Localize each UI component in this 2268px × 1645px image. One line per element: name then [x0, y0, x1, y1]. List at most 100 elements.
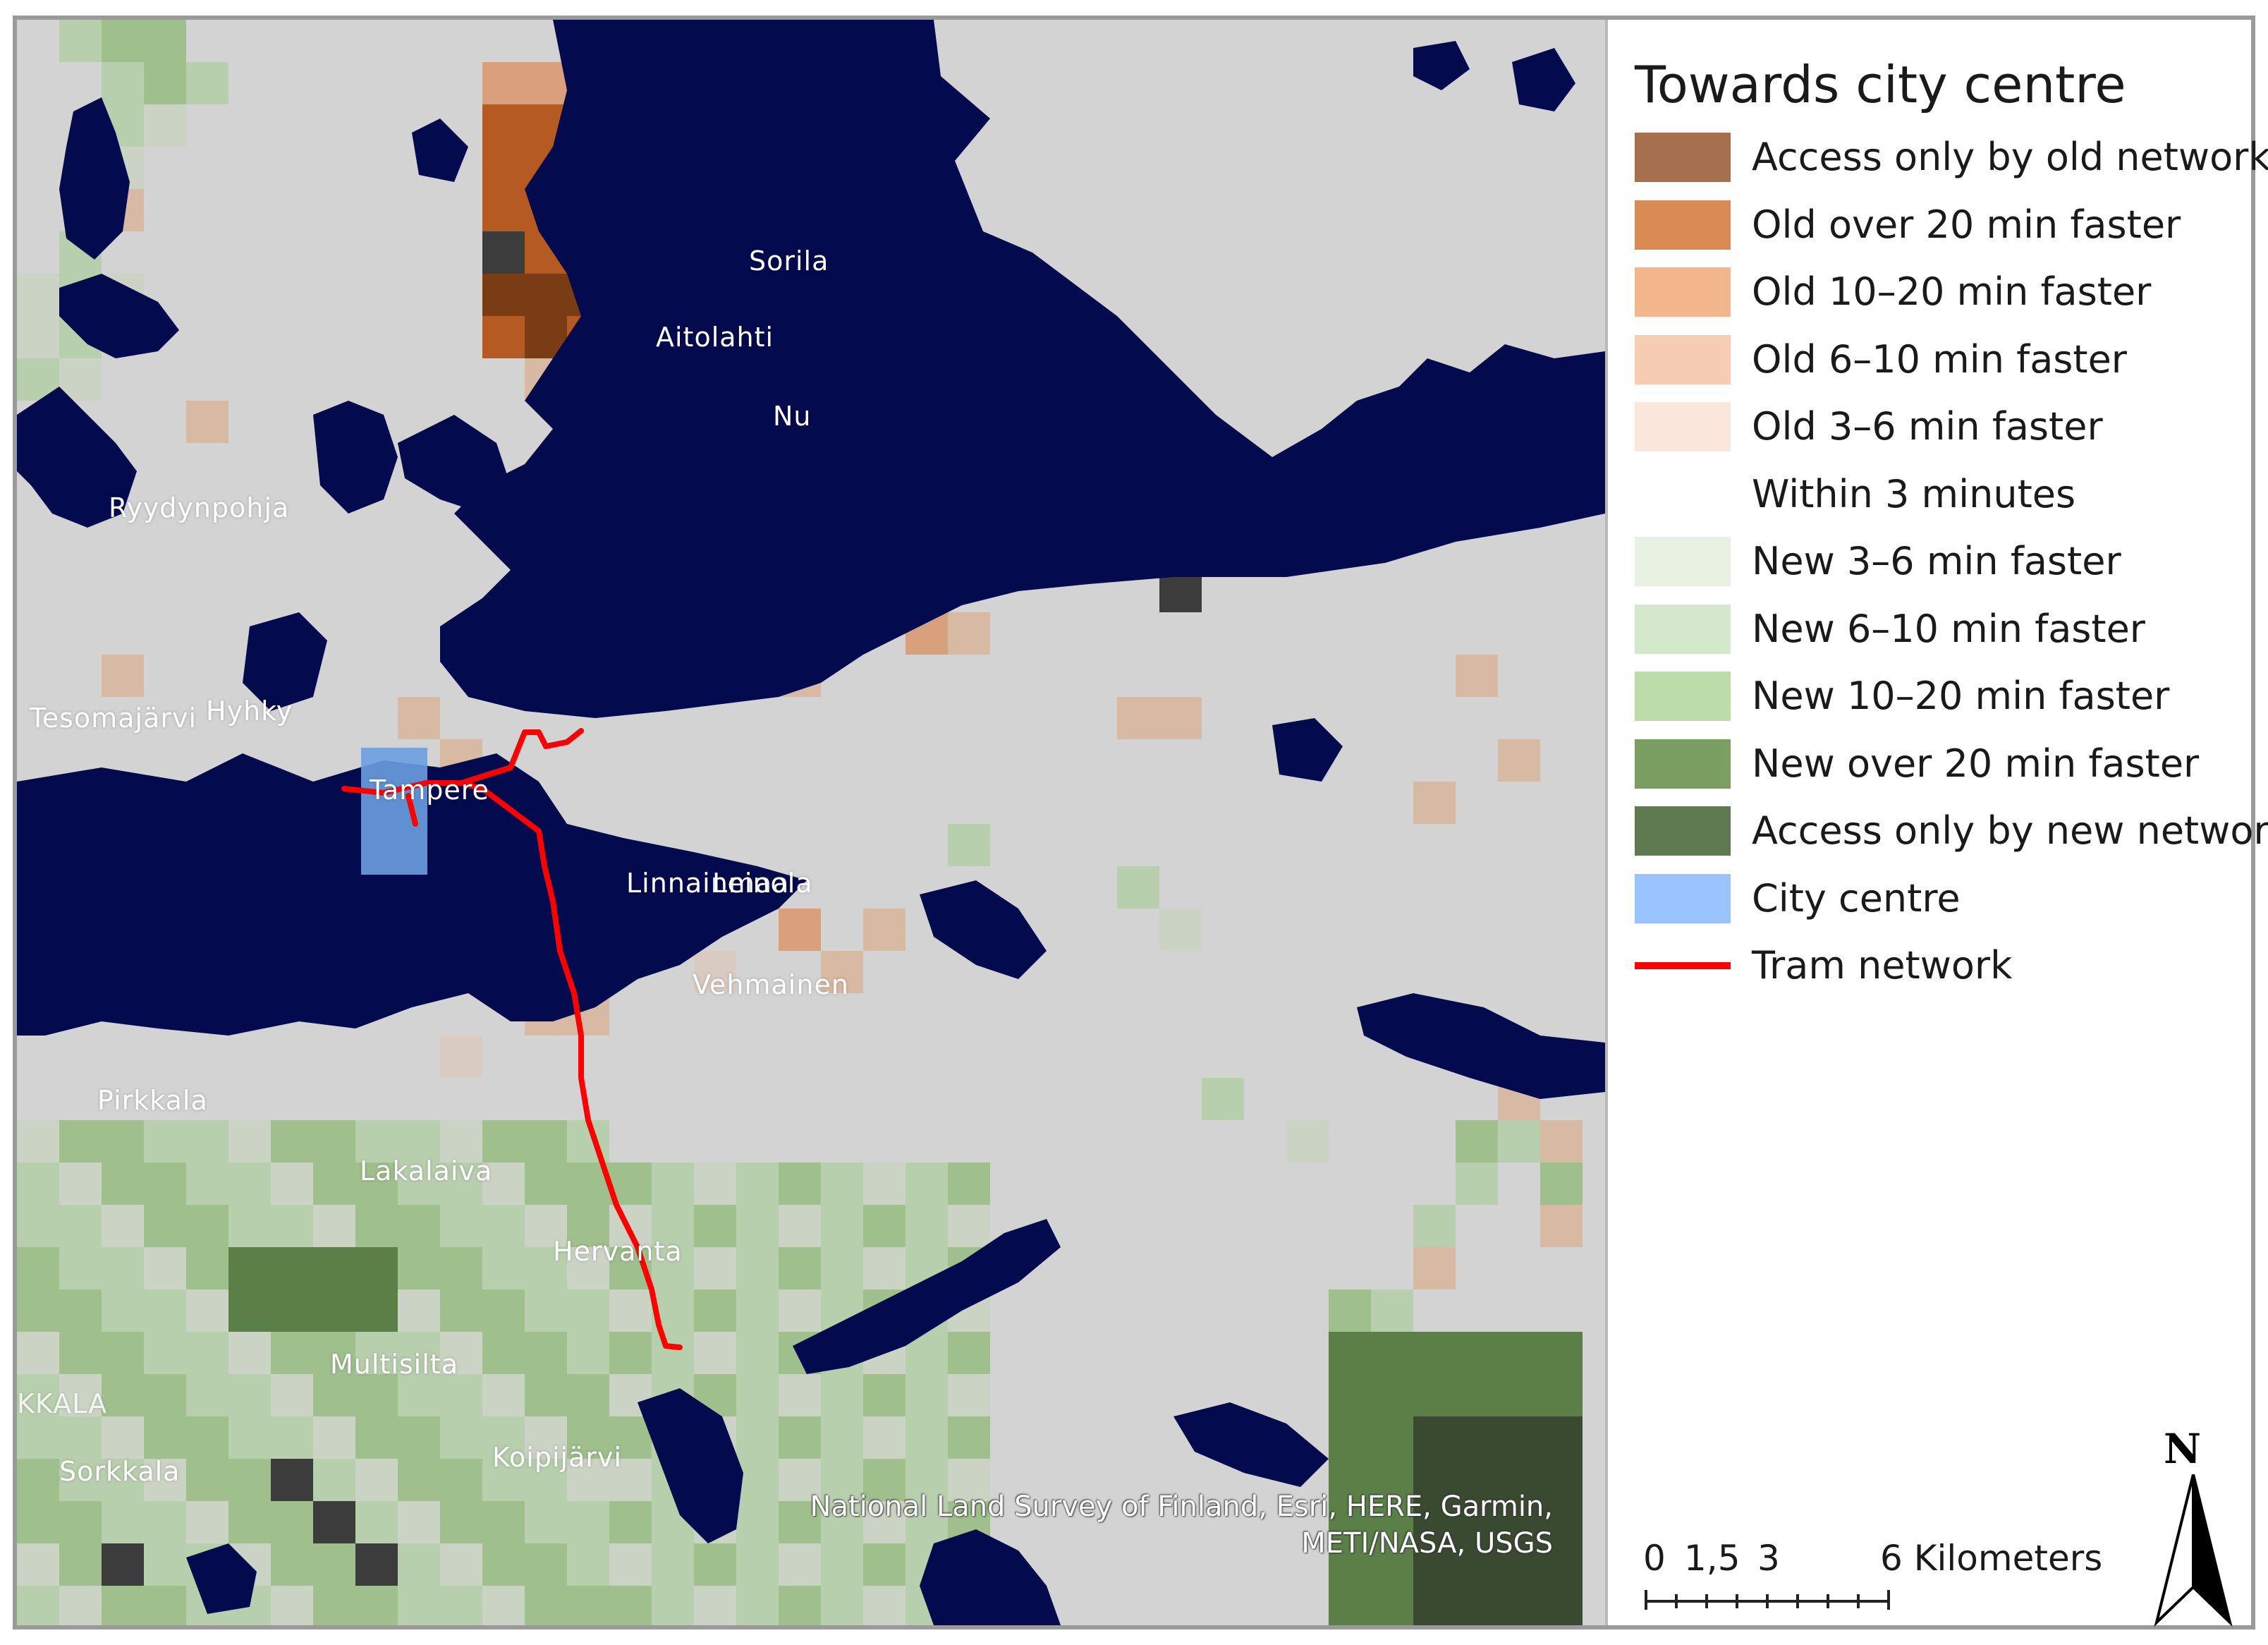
grid-cell — [525, 1332, 567, 1374]
grid-cell — [1456, 1416, 1498, 1459]
grid-cell — [102, 20, 144, 62]
grid-cell — [1456, 1586, 1498, 1625]
grid-cell — [17, 1374, 59, 1416]
grid-cell — [313, 1416, 355, 1459]
grid-cell — [652, 1205, 694, 1247]
grid-cell — [609, 1416, 652, 1459]
legend-label: Within 3 minutes — [1752, 471, 2076, 516]
place-label-nu: Nu — [773, 401, 812, 432]
grid-cell — [228, 1163, 271, 1205]
place-label-sorila: Sorila — [749, 245, 829, 277]
lake-south-c — [1173, 1402, 1329, 1487]
grid-cell — [144, 1332, 186, 1374]
grid-cell — [186, 1205, 228, 1247]
grid-cell — [355, 1416, 398, 1459]
grid-cell — [398, 1289, 440, 1332]
grid-cell — [59, 1543, 102, 1586]
grid-cell — [398, 1416, 440, 1459]
grid-cell — [1286, 1120, 1329, 1163]
grid-cell — [355, 1586, 398, 1625]
grid-cell — [398, 1247, 440, 1289]
place-label-hyhky: Hyhky — [206, 696, 293, 727]
lake-south-d — [186, 1543, 257, 1614]
grid-cell — [440, 1163, 482, 1205]
grid-cell — [567, 1289, 609, 1332]
grid-cell — [906, 1374, 948, 1416]
grid-cell — [525, 1374, 567, 1416]
grid-cell — [1540, 1543, 1583, 1586]
attribution-line-1: National Land Survey of Finland, Esri, H… — [810, 1491, 1553, 1523]
grid-cell — [525, 1247, 567, 1289]
legend-item: Old 10–20 min faster — [1635, 267, 2241, 317]
grid-cell — [398, 697, 440, 739]
grid-cell — [1371, 1543, 1413, 1586]
grid-cell — [906, 1163, 948, 1205]
tram-line-east — [458, 728, 584, 786]
lake-west-a — [59, 97, 130, 260]
grid-cell — [1456, 1501, 1498, 1543]
grid-cell — [271, 1374, 313, 1416]
grid-cell — [736, 1289, 779, 1332]
legend-swatch — [1635, 402, 1731, 451]
grid-cell — [482, 1543, 525, 1586]
grid-cell — [355, 1205, 398, 1247]
tram-line-main — [341, 780, 683, 1350]
grid-cell — [1498, 1374, 1540, 1416]
grid-cell — [906, 1459, 948, 1501]
grid-cell — [863, 1459, 906, 1501]
place-label-pirkkala: Pirkkala — [97, 1085, 208, 1116]
legend-item: New 10–20 min faster — [1635, 672, 2241, 721]
grid-cell — [1329, 1332, 1371, 1374]
water-bodies — [17, 20, 1605, 1625]
grid-cell — [736, 1543, 779, 1586]
map-canvas[interactable]: Sorila Aitolahti Nu Ryydynpohja Tesomajä… — [17, 20, 1605, 1625]
grid-cell — [1413, 1332, 1456, 1374]
grid-cell — [440, 1374, 482, 1416]
grid-cell — [1456, 1459, 1498, 1501]
grid-cell — [398, 1543, 440, 1586]
grid-cell — [1329, 1416, 1371, 1459]
grid-cell — [609, 1289, 652, 1332]
place-label-lakalaiva: Lakalaiva — [360, 1155, 493, 1186]
grid-cell — [440, 1247, 482, 1289]
grid-cell — [948, 1374, 990, 1416]
grid-cell — [948, 1416, 990, 1459]
grid-cell — [228, 1205, 271, 1247]
grid-cell — [1456, 655, 1498, 697]
grid-cell — [1413, 1586, 1456, 1625]
grid-cell — [525, 1501, 567, 1543]
grid-cell — [1498, 1120, 1540, 1163]
legend-swatch — [1635, 806, 1731, 856]
lake-mid-b — [313, 401, 398, 514]
legend-item: Old 6–10 min faster — [1635, 334, 2241, 384]
legend-swatch — [1635, 739, 1731, 789]
grid-cell — [59, 1586, 102, 1625]
grid-cell — [1329, 1586, 1371, 1625]
grid-cell — [779, 909, 821, 951]
grid-cell — [186, 1289, 228, 1332]
legend-label: Tram network — [1752, 943, 2013, 988]
grid-cell — [59, 1289, 102, 1332]
legend-label: Old 10–20 min faster — [1752, 269, 2152, 314]
grid-cell — [144, 104, 186, 147]
grid-cell — [102, 1374, 144, 1416]
grid-cell — [1413, 1374, 1456, 1416]
grid-cell — [144, 1586, 186, 1625]
grid-cell — [186, 1247, 228, 1289]
grid-cell — [779, 1586, 821, 1625]
grid-cell — [1371, 1416, 1413, 1459]
grid-cell — [1498, 1586, 1540, 1625]
grid-cell — [17, 1543, 59, 1586]
grid-cell — [863, 1205, 906, 1247]
grid-cell — [228, 1332, 271, 1374]
grid-cell — [1413, 1247, 1456, 1289]
grid-cell — [271, 1416, 313, 1459]
lake-mid-a — [243, 612, 327, 711]
legend-label: New 10–20 min faster — [1752, 674, 2170, 718]
grid-cell — [271, 1163, 313, 1205]
legend-label: Old 6–10 min faster — [1752, 336, 2128, 382]
grid-cell — [1456, 1332, 1498, 1374]
grid-cell — [102, 1163, 144, 1205]
grid-cell — [313, 1501, 355, 1543]
grid-cell — [779, 1543, 821, 1586]
